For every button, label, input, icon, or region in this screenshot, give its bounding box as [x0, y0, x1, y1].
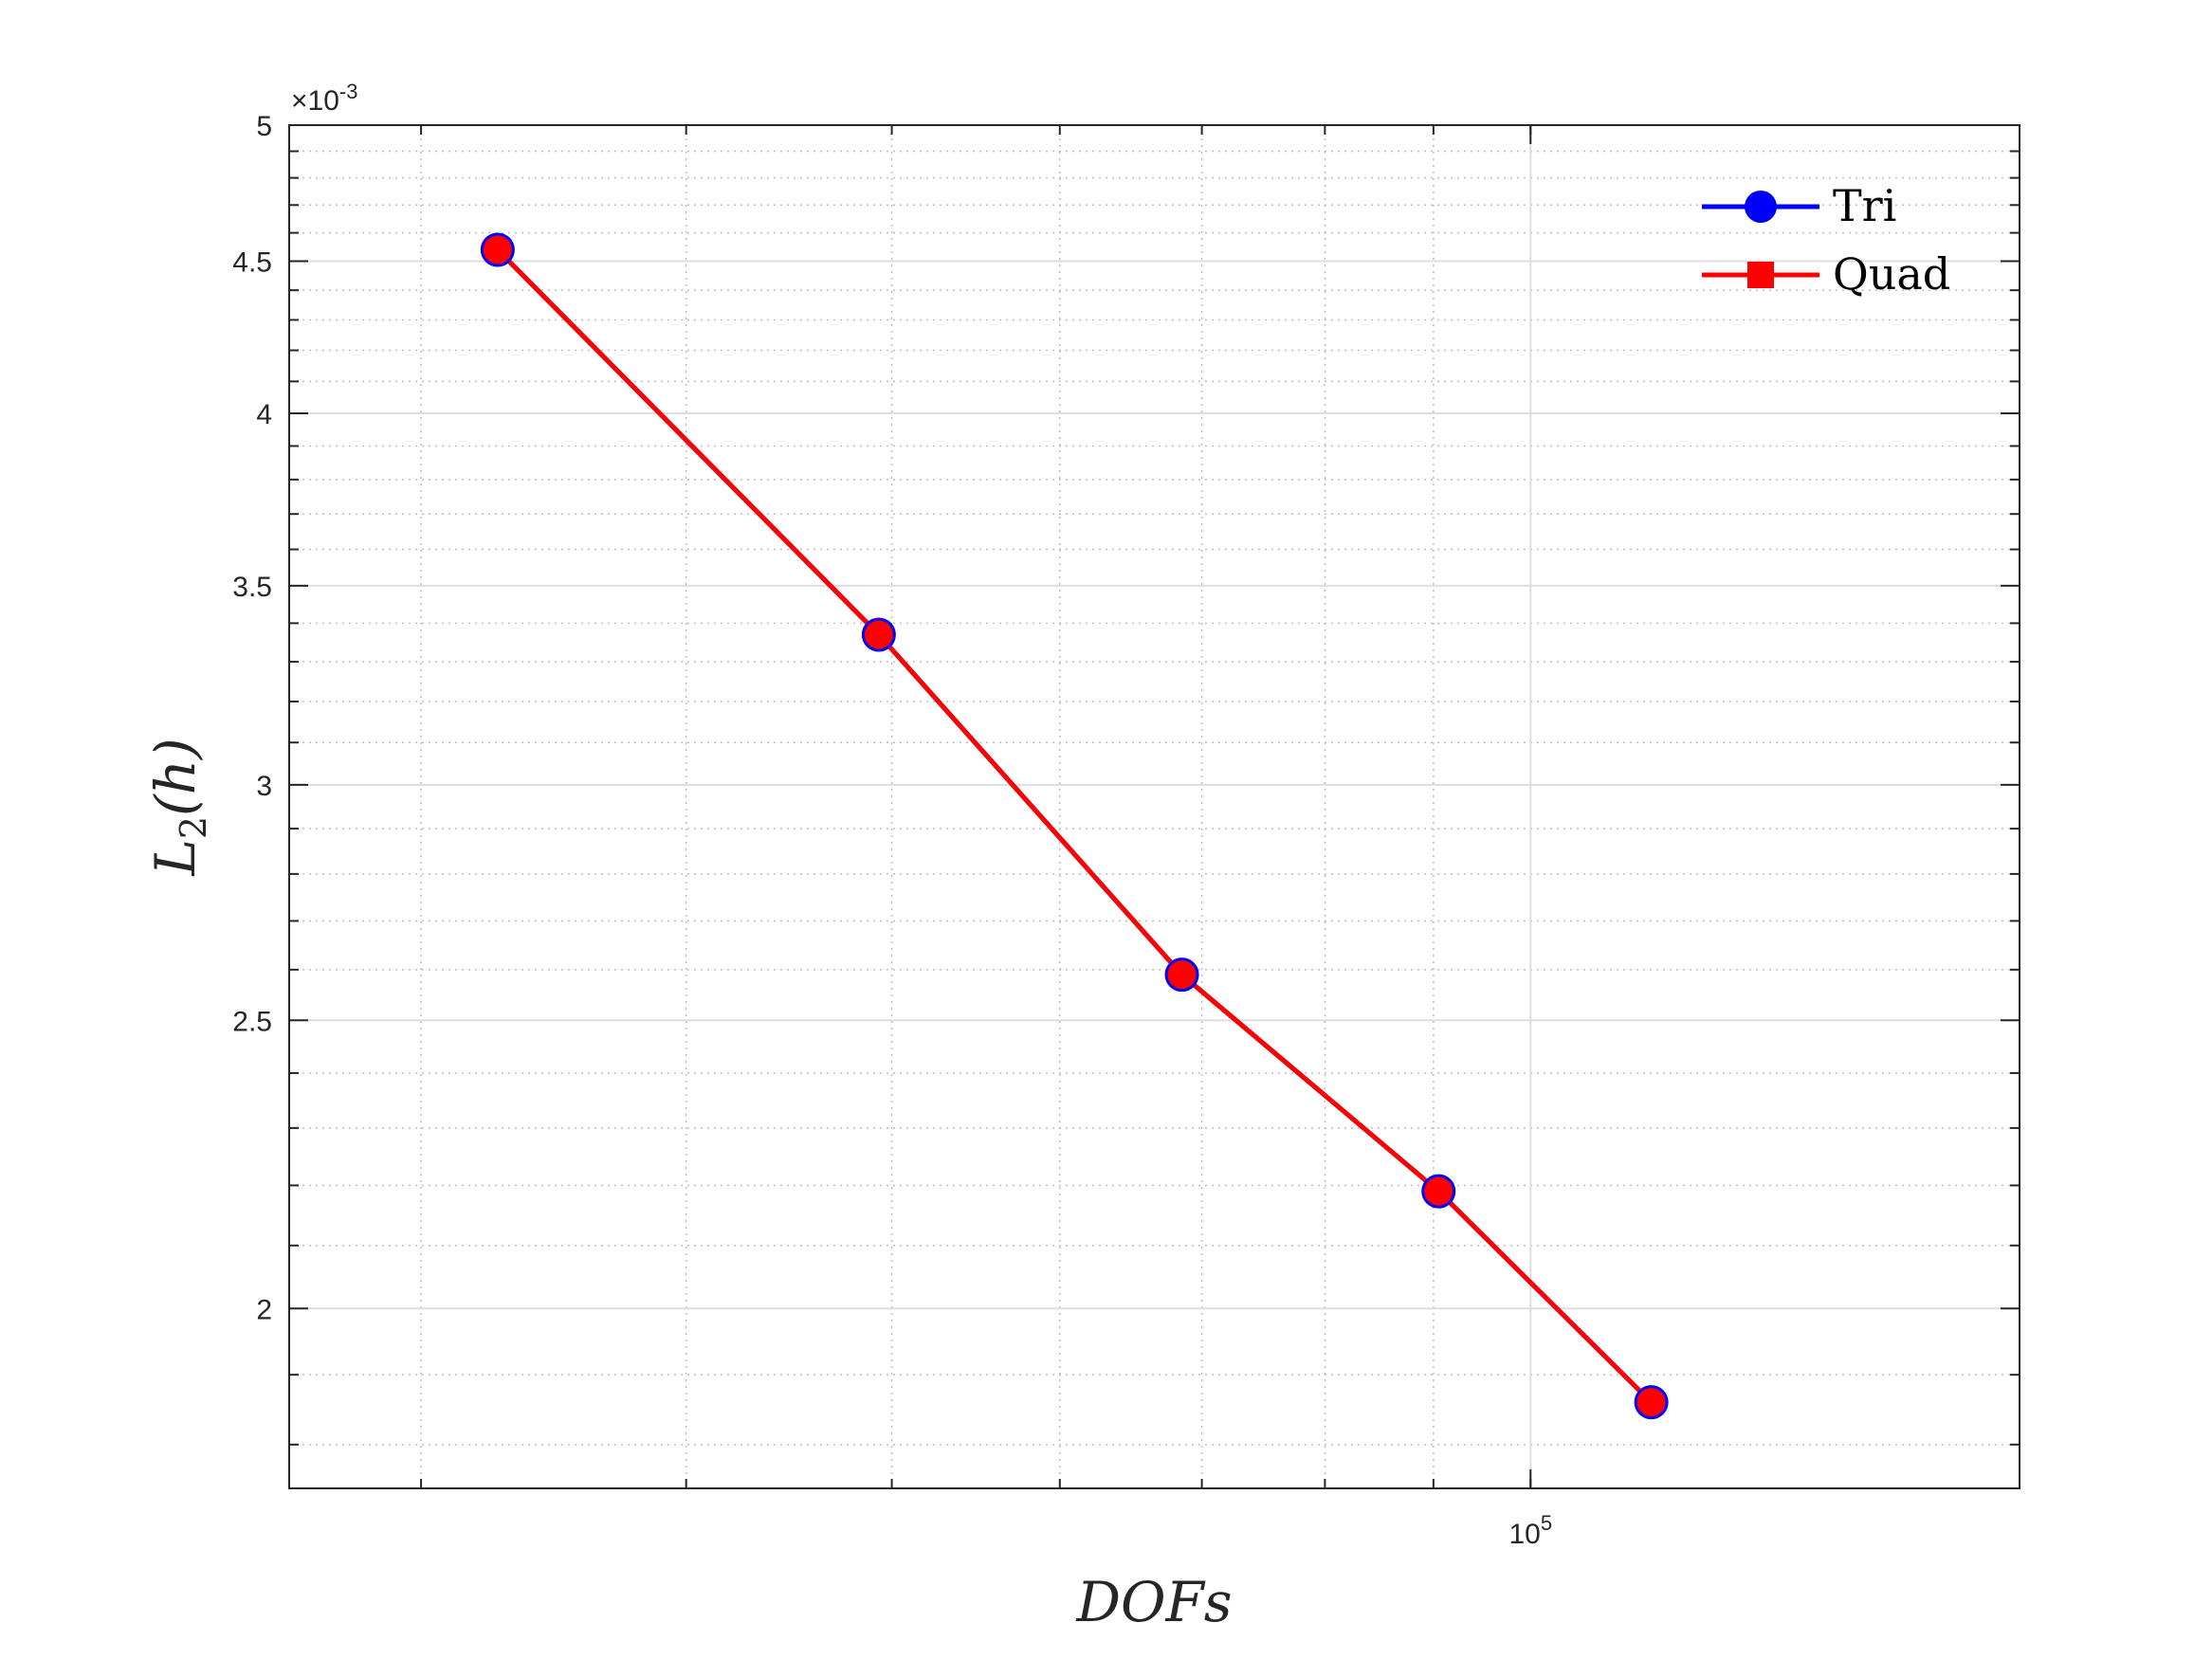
- tick-labels: 105 2 2.5 3 3.5 4 4.5 5: [232, 111, 1552, 1550]
- x-axis-label: DOFs: [1075, 1570, 1232, 1634]
- legend-label-tri: Tri: [1833, 180, 1896, 231]
- marker-quad: [1424, 1176, 1453, 1206]
- marker-quad: [864, 620, 893, 649]
- y-tick-label: 2.5: [232, 1006, 272, 1037]
- legend: Tri Quad: [1702, 180, 1950, 300]
- marker-quad: [483, 235, 512, 264]
- marker-quad: [1167, 960, 1197, 990]
- y-tick-label: 5: [256, 111, 272, 142]
- legend-label-quad: Quad: [1833, 248, 1950, 300]
- y-tick-label: 4.5: [232, 247, 272, 279]
- x-tick-label: 105: [1508, 1511, 1552, 1550]
- y-exponent-label: ×10-3: [291, 80, 357, 117]
- y-tick-label: 3.5: [232, 572, 272, 603]
- legend-item-tri: Tri: [1702, 180, 1896, 231]
- y-axis-label: L2(h): [143, 738, 214, 876]
- markers-layer: [480, 232, 1669, 1420]
- plot-frame: [288, 124, 2020, 1489]
- ticks-layer: [289, 124, 2020, 1488]
- marker-quad: [1636, 1388, 1666, 1417]
- y-tick-label: 2: [256, 1294, 272, 1325]
- plot-area: [289, 125, 2020, 1488]
- y-tick-label: 3: [256, 771, 272, 802]
- legend-item-quad: Quad: [1702, 248, 1950, 300]
- legend-marker-quad: [1747, 262, 1774, 288]
- legend-marker-tri: [1745, 191, 1777, 223]
- y-tick-label: 4: [256, 399, 272, 430]
